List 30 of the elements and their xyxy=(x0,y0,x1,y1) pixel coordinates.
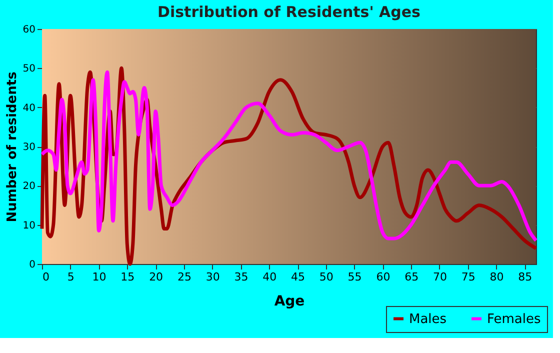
y-axis-title: Number of residents xyxy=(4,71,20,222)
x-tick-label: 85 xyxy=(518,270,532,284)
y-tick-label: 0 xyxy=(29,260,36,270)
x-tick-label: 60 xyxy=(376,270,390,284)
y-tick-label: 40 xyxy=(22,102,36,114)
y-tick-label: 60 xyxy=(22,24,36,36)
y-tick-label: 10 xyxy=(22,220,36,232)
y-tick-label: 50 xyxy=(22,64,36,75)
x-tick-label: 45 xyxy=(291,270,306,284)
x-tick-label: 70 xyxy=(432,270,447,284)
x-tick-label: 20 xyxy=(149,270,164,284)
x-tick-label: 80 xyxy=(490,270,504,284)
x-tick-label: 15 xyxy=(120,270,135,284)
chart-title: Distribution of Residents' Ages xyxy=(158,3,421,21)
x-tick-label: 25 xyxy=(177,270,192,284)
x-tick-label: 50 xyxy=(319,270,334,284)
x-tick-label: 55 xyxy=(348,270,362,284)
x-tick-label: 35 xyxy=(234,270,248,284)
legend-label: Males xyxy=(409,312,447,327)
x-tick-label: 75 xyxy=(461,270,476,284)
y-tick-label: 20 xyxy=(22,181,36,192)
x-tick-label: 30 xyxy=(206,270,220,284)
x-tick-label: 65 xyxy=(404,270,419,284)
x-tick-label: 0 xyxy=(42,270,50,284)
x-tick-label: 10 xyxy=(92,270,106,284)
y-tick-label: 30 xyxy=(22,142,36,153)
x-axis-title: Age xyxy=(274,294,305,310)
legend-label: Females xyxy=(487,312,542,327)
x-tick-label: 5 xyxy=(67,270,74,284)
x-tick-label: 40 xyxy=(262,270,277,284)
